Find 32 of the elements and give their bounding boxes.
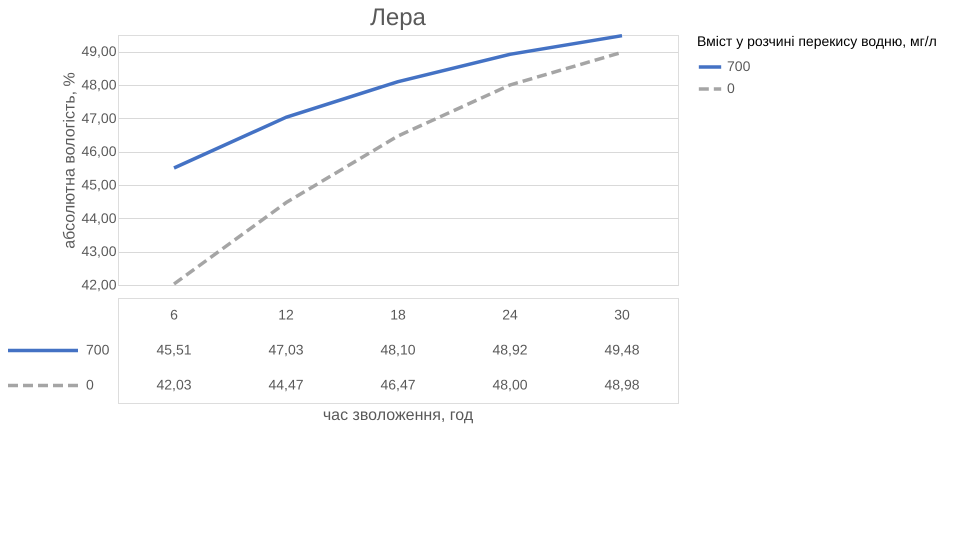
data-label: 49,48: [604, 342, 640, 358]
y-tick-label: 46,00: [81, 143, 117, 160]
x-tick-label: 6: [170, 306, 178, 322]
line-series: [172, 34, 624, 170]
y-axis-title: абсолютна вологість, %: [61, 72, 78, 249]
chart-title: Лера: [370, 4, 427, 31]
legend-label: 0: [727, 80, 735, 96]
legend-title: Вміст у розчині перекису водню, мг/л: [697, 33, 937, 49]
text: 0: [86, 376, 94, 392]
x-tick-label: 12: [278, 306, 294, 322]
y-tick-label: 49,00: [81, 43, 117, 60]
x-tick-label: 18: [390, 306, 406, 322]
data-label: 48,92: [492, 342, 528, 358]
y-tick-label: 44,00: [81, 210, 117, 226]
data-label: 44,47: [268, 376, 304, 392]
data-label: 45,51: [156, 342, 192, 358]
legend-label: 700: [727, 58, 751, 74]
y-tick-label: 48,00: [81, 76, 117, 92]
x-tick-label: 24: [502, 306, 518, 322]
y-tick-label: 43,00: [81, 243, 117, 260]
data-label: 48,10: [380, 342, 416, 358]
x-tick-label: 30: [614, 306, 630, 322]
data-label: 47,03: [268, 342, 304, 358]
text: 700: [86, 342, 110, 358]
text: час зволоження, год: [322, 407, 474, 424]
data-label: 46,47: [380, 376, 416, 392]
y-tick-label: 45,00: [81, 176, 117, 192]
y-tick-label: 47,00: [81, 110, 117, 126]
data-label: 42,03: [156, 376, 192, 392]
y-tick-label: 42,00: [81, 276, 117, 292]
data-label: 48,00: [492, 376, 528, 392]
data-label: 48,98: [604, 376, 640, 392]
